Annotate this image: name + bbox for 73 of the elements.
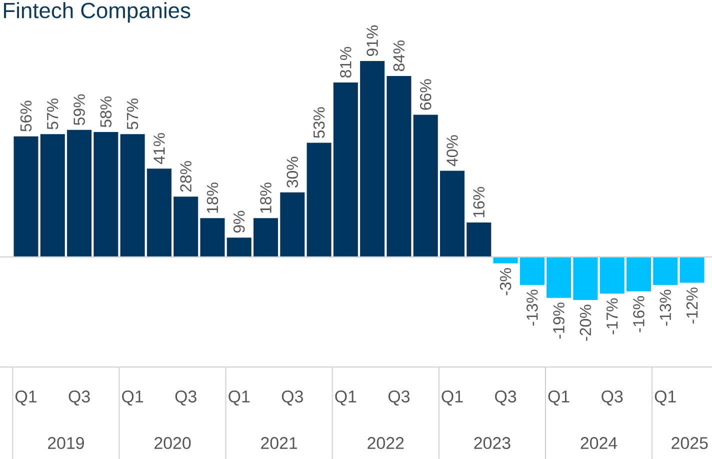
bar bbox=[40, 134, 65, 257]
data-label: 28% bbox=[180, 161, 192, 192]
bar bbox=[120, 134, 145, 257]
data-label: 58% bbox=[100, 96, 112, 128]
bar bbox=[174, 196, 198, 257]
bar bbox=[254, 218, 278, 257]
bar bbox=[520, 256, 544, 285]
data-label: 84% bbox=[393, 40, 405, 72]
bar bbox=[546, 256, 572, 298]
data-label: 53% bbox=[313, 107, 325, 138]
data-label: -17% bbox=[606, 298, 618, 334]
data-label: 81% bbox=[340, 46, 352, 78]
bar bbox=[680, 256, 704, 283]
x-tick-label: Q1 bbox=[15, 390, 36, 406]
data-label: -3% bbox=[500, 268, 512, 296]
bar bbox=[360, 60, 385, 257]
data-label: 16% bbox=[473, 186, 485, 218]
text: 2025 bbox=[672, 437, 708, 450]
bar bbox=[466, 222, 492, 257]
bar bbox=[200, 218, 225, 257]
bar bbox=[440, 170, 465, 257]
data-label: 56% bbox=[20, 100, 32, 132]
data-label: 18% bbox=[260, 182, 272, 213]
text: 2021 bbox=[261, 437, 298, 450]
bar bbox=[600, 256, 624, 294]
bar bbox=[306, 142, 332, 257]
x-tick-label: Q1 bbox=[548, 390, 570, 406]
data-label: -19% bbox=[553, 302, 564, 339]
bar bbox=[573, 256, 598, 300]
bar bbox=[386, 76, 412, 257]
text: 2020 bbox=[154, 437, 191, 450]
data-label: 57% bbox=[47, 98, 58, 130]
data-label: 57% bbox=[126, 98, 138, 130]
x-tick-label: Q3 bbox=[282, 390, 303, 406]
data-label: 18% bbox=[206, 182, 218, 213]
x-tick-label: Q3 bbox=[175, 390, 196, 406]
data-label: -20% bbox=[580, 304, 592, 341]
x-tick-label: Q3 bbox=[68, 390, 90, 406]
data-label: 41% bbox=[154, 133, 165, 164]
text: 2022 bbox=[368, 437, 404, 450]
data-label: 40% bbox=[446, 135, 458, 166]
bar bbox=[493, 256, 518, 264]
bar bbox=[626, 256, 651, 292]
data-label: 30% bbox=[286, 156, 298, 188]
bar bbox=[67, 130, 92, 257]
data-label: -12% bbox=[686, 288, 698, 324]
x-tick-label: Q1 bbox=[335, 390, 356, 406]
text: 2019 bbox=[48, 437, 84, 450]
x-tick-label: Q1 bbox=[228, 390, 250, 406]
data-label: 59% bbox=[74, 94, 85, 126]
x-tick-label: Q1 bbox=[654, 390, 676, 406]
data-label: 9% bbox=[233, 210, 245, 233]
x-tick-label: Q1 bbox=[122, 390, 144, 406]
data-label: 66% bbox=[420, 79, 432, 110]
x-tick-label: Q3 bbox=[495, 390, 516, 406]
bar bbox=[146, 168, 172, 257]
bar bbox=[333, 82, 358, 257]
data-label: -13% bbox=[526, 290, 538, 326]
bar bbox=[14, 136, 38, 257]
x-tick-label: Q1 bbox=[442, 390, 463, 406]
chart-title: Fintech Companies bbox=[4, 2, 190, 23]
bar bbox=[280, 192, 305, 257]
data-label: -13% bbox=[660, 290, 672, 326]
text: 2024 bbox=[580, 437, 618, 450]
text: 2023 bbox=[474, 437, 510, 450]
x-tick-label: Q3 bbox=[388, 390, 410, 406]
bar bbox=[226, 238, 252, 257]
bar bbox=[653, 256, 678, 285]
data-label: -16% bbox=[633, 296, 644, 332]
bar bbox=[94, 132, 118, 257]
x-tick-label: Q3 bbox=[602, 390, 623, 406]
bar bbox=[413, 114, 438, 257]
data-label: 91% bbox=[366, 25, 378, 56]
